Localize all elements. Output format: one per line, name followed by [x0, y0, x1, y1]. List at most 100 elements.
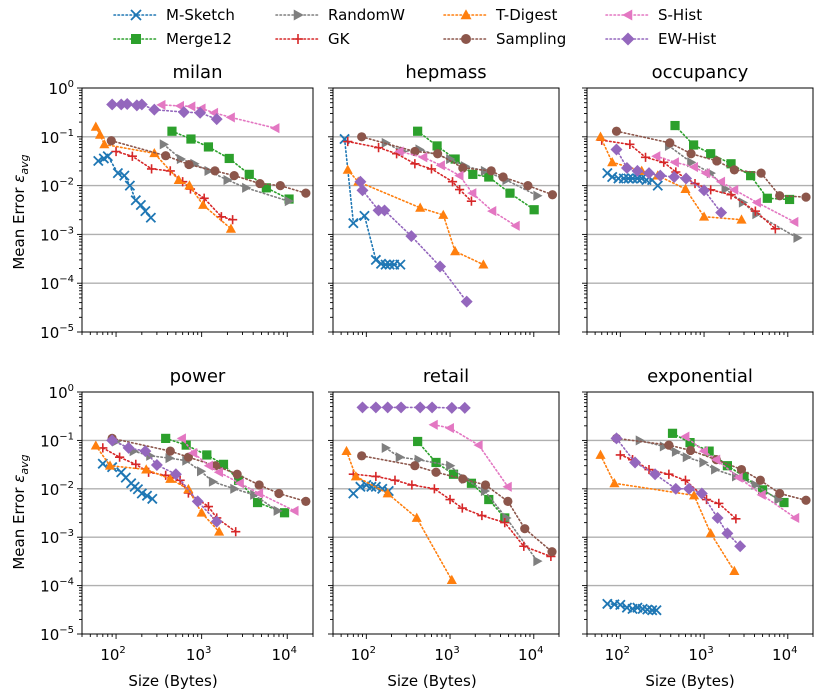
data-point-randomw: [273, 505, 283, 516]
data-point-merge12: [706, 149, 716, 159]
data-point-shist: [487, 206, 497, 217]
panel-title: occupancy: [652, 62, 749, 83]
data-point-shist: [213, 467, 224, 478]
legend-entry-msketch: M-Sketch: [113, 6, 235, 24]
data-point-shist: [289, 505, 299, 516]
data-point-merge12: [667, 428, 678, 438]
data-point-merge12: [203, 142, 214, 152]
data-point-shist: [711, 454, 721, 465]
data-point-sampling: [547, 547, 557, 557]
series-msketch: [339, 133, 406, 270]
data-point-shist: [444, 422, 454, 434]
data-point-merge12: [261, 183, 271, 193]
data-point-merge12: [670, 120, 680, 131]
x-tick-label: 102: [605, 645, 630, 664]
data-point-ewhist: [405, 230, 418, 243]
data-point-merge12: [779, 497, 789, 508]
data-point-ewhist: [169, 468, 182, 481]
data-point-tdigest: [736, 214, 747, 224]
data-point-ewhist: [649, 468, 662, 481]
axes-frame: [586, 391, 814, 635]
panel-title: exponential: [647, 366, 753, 387]
data-point-gk: [429, 484, 439, 494]
axes-frame: [332, 391, 560, 635]
data-point-ewhist: [669, 482, 682, 495]
x-tick-label: 104: [272, 645, 297, 664]
series-gk: [343, 136, 477, 206]
data-point-sampling: [775, 488, 785, 499]
data-point-shist: [188, 447, 198, 459]
data-point-sampling: [523, 181, 533, 191]
data-point-merge12: [244, 169, 254, 179]
panel-power: power 102 103 104 100 10−1 10−2 10−3 10−4 10−5: [40, 366, 314, 664]
panel-title: retail: [423, 366, 469, 387]
data-point-msketch: [348, 217, 359, 229]
data-point-tdigest: [450, 246, 461, 256]
data-point-ewhist: [177, 106, 190, 119]
data-point-ewhist: [629, 456, 642, 469]
data-point-merge12: [279, 508, 290, 518]
data-point-tdigest: [595, 131, 606, 141]
series-ewhist: [356, 401, 471, 414]
y-tick-label: 100: [49, 79, 74, 98]
x-axis-label-middle: Size (Bytes): [387, 672, 476, 690]
data-point-msketch: [359, 210, 370, 222]
data-point-gk: [680, 475, 691, 485]
series-ewhist: [610, 143, 728, 219]
data-point-ewhist: [695, 487, 708, 500]
series-line-sampling: [360, 136, 554, 196]
data-point-ewhist: [210, 515, 223, 528]
data-point-sampling: [712, 156, 722, 166]
data-point-gk: [203, 501, 214, 512]
data-point-shist: [733, 472, 743, 483]
data-point-msketch: [147, 493, 158, 505]
legend-marker-merge12: [131, 34, 141, 44]
series-randomw: [159, 139, 294, 207]
data-point-merge12: [432, 141, 442, 151]
series-line-shist: [684, 435, 797, 519]
data-point-randomw: [793, 232, 803, 243]
data-point-sampling: [184, 159, 194, 170]
data-point-ewhist: [445, 401, 458, 414]
data-point-shist: [502, 481, 512, 492]
series-msketch: [348, 479, 394, 499]
data-point-gk: [519, 541, 529, 551]
y-tick-label: 10−3: [40, 225, 74, 244]
data-point-merge12: [726, 159, 736, 169]
series-sampling: [357, 451, 557, 557]
data-point-sampling: [301, 188, 311, 198]
data-point-ewhist: [356, 184, 369, 197]
data-point-merge12: [505, 188, 515, 198]
legend-marker-randomw: [293, 9, 304, 21]
data-point-msketch: [651, 604, 662, 616]
data-point-gk: [466, 196, 477, 206]
series-merge12: [161, 433, 290, 518]
data-point-sampling: [756, 168, 766, 178]
x-tick-label: 104: [518, 645, 543, 664]
data-point-ewhist: [106, 98, 119, 111]
data-point-shist: [225, 112, 235, 123]
data-point-sampling: [664, 440, 674, 450]
data-point-sampling: [210, 166, 220, 176]
panels: milan 100 10−1 10−2 10−3 10−4 10−5 hepmass occup…: [40, 62, 814, 664]
data-point-tdigest: [415, 202, 426, 212]
data-point-msketch: [627, 173, 638, 184]
data-point-randomw: [395, 452, 405, 463]
data-point-ewhist: [460, 295, 473, 308]
data-point-merge12: [202, 450, 212, 460]
data-point-sampling: [685, 445, 696, 456]
data-point-sampling: [255, 178, 265, 189]
data-point-ewhist: [378, 204, 391, 217]
series-msketch: [602, 167, 664, 191]
data-point-gk: [640, 152, 651, 162]
data-point-merge12: [685, 438, 695, 448]
panel-milan: milan 100 10−1 10−2 10−3 10−4 10−5: [40, 62, 314, 342]
ylabel-subscript: avg: [18, 454, 31, 474]
data-point-randomw: [751, 479, 761, 491]
series-msketch: [93, 150, 157, 223]
data-point-randomw: [176, 153, 187, 165]
data-point-sampling: [498, 172, 508, 182]
data-point-randomw: [242, 182, 252, 193]
data-point-merge12: [722, 461, 732, 471]
series-line-gk: [346, 140, 473, 202]
